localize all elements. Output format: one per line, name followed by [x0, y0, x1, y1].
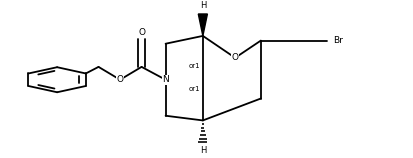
Text: O: O — [116, 75, 123, 84]
Text: H: H — [199, 146, 206, 155]
Text: H: H — [199, 1, 206, 10]
Text: or1: or1 — [188, 86, 200, 92]
Text: Br: Br — [332, 36, 342, 45]
Text: N: N — [162, 75, 169, 84]
Polygon shape — [198, 14, 207, 36]
Text: or1: or1 — [188, 63, 200, 69]
Text: O: O — [231, 53, 238, 62]
Text: O: O — [138, 28, 145, 37]
